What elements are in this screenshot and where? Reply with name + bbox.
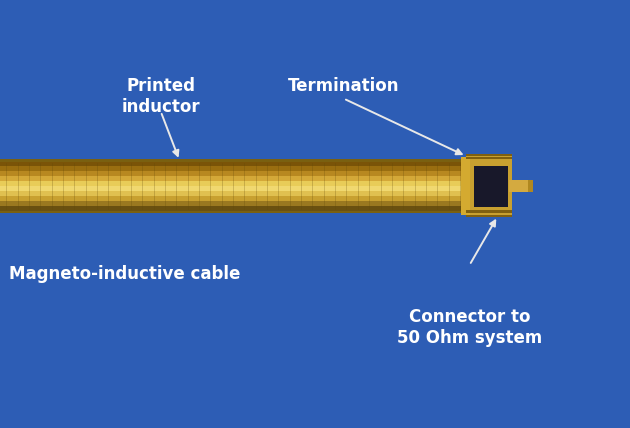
Bar	[509, 180, 533, 192]
Bar	[0, 206, 476, 211]
Bar	[474, 166, 508, 207]
Text: Printed
inductor: Printed inductor	[122, 77, 200, 116]
Bar	[528, 180, 533, 192]
Bar	[466, 155, 512, 217]
Bar	[0, 159, 476, 214]
Bar	[0, 181, 476, 186]
Text: Termination: Termination	[288, 77, 399, 95]
Bar	[466, 211, 512, 213]
Text: Connector to
50 Ohm system: Connector to 50 Ohm system	[397, 308, 542, 347]
Bar	[466, 154, 512, 157]
Bar	[0, 201, 476, 206]
Bar	[0, 186, 476, 191]
Bar	[0, 166, 476, 172]
Text: Magneto-inductive cable: Magneto-inductive cable	[9, 265, 241, 283]
Bar	[0, 172, 476, 176]
Bar	[461, 158, 470, 215]
Bar	[466, 215, 512, 217]
Bar	[466, 157, 512, 160]
Bar	[0, 196, 476, 201]
Bar	[0, 176, 476, 181]
Bar	[0, 162, 476, 166]
Bar	[0, 191, 476, 196]
